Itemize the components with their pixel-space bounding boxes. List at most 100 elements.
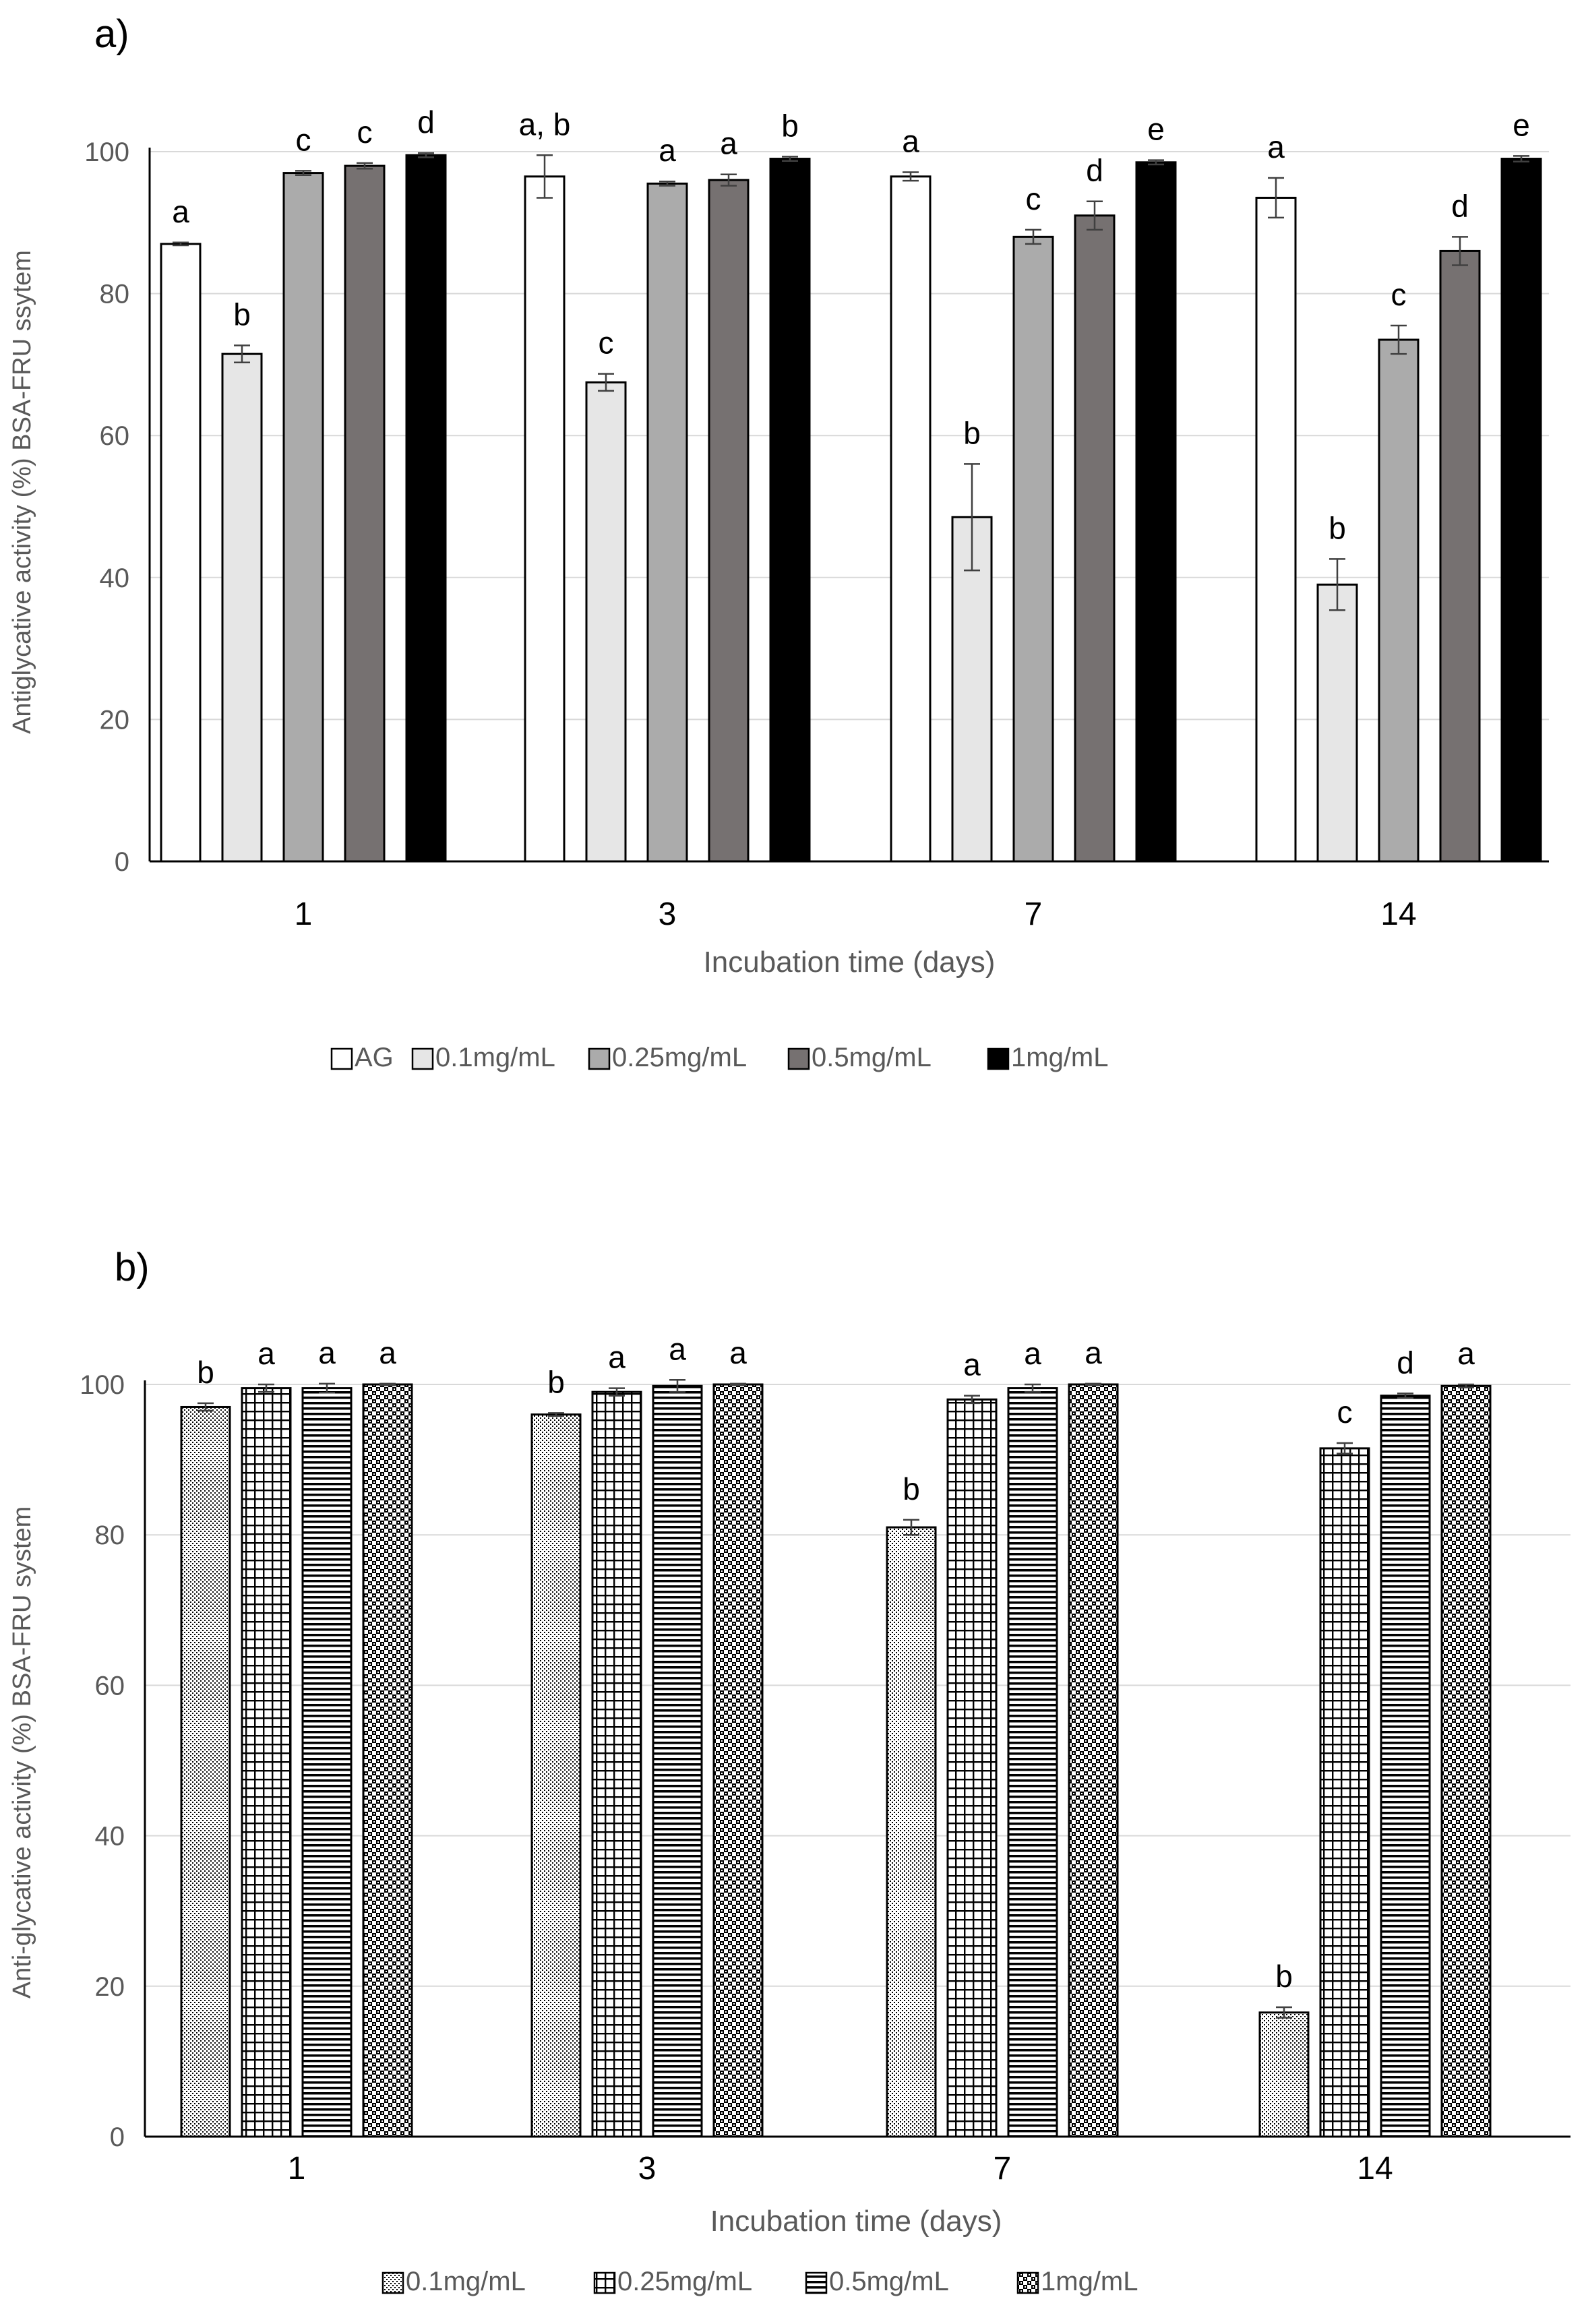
significance-letter: a — [172, 194, 189, 229]
legend-label: 0.5mg/mL — [829, 2267, 949, 2296]
bar — [1439, 249, 1481, 863]
bar — [1255, 196, 1297, 863]
significance-letter: a — [318, 1335, 336, 1370]
legend-swatch — [411, 1047, 434, 1070]
significance-letter: e — [1513, 107, 1530, 142]
significance-letter: d — [1397, 1345, 1414, 1380]
bar — [301, 1387, 353, 2138]
bar — [712, 1383, 764, 2138]
legend-label: 0.25mg/mL — [612, 1043, 747, 1072]
legend-label: 0.25mg/mL — [617, 2267, 752, 2296]
bar — [769, 158, 811, 863]
legend: 0.1mg/mL 0.25mg/mL 0.5mg/mL 1mg/mL — [382, 2267, 1138, 2296]
significance-letter: a — [963, 1347, 981, 1382]
bar — [1074, 214, 1116, 863]
bar — [886, 1526, 937, 2138]
legend-swatch — [787, 1047, 810, 1070]
legend-label: 1mg/mL — [1011, 1043, 1109, 1072]
bar — [1319, 1447, 1370, 2138]
significance-letter: a — [669, 1331, 686, 1366]
bar — [160, 243, 202, 863]
x-tick-label: 7 — [1025, 896, 1043, 932]
y-tick-label: 40 — [95, 1822, 125, 1852]
x-tick-label: 14 — [1380, 896, 1416, 932]
x-tick-label: 1 — [295, 896, 313, 932]
y-tick-label: 20 — [100, 705, 130, 735]
legend-swatch — [588, 1047, 611, 1070]
bar — [524, 175, 566, 863]
bar — [1380, 1395, 1431, 2138]
significance-letter: a — [902, 124, 919, 159]
y-tick-label: 60 — [95, 1671, 125, 1701]
y-tick-label: 60 — [100, 421, 130, 451]
significance-letter: b — [781, 108, 799, 143]
bar — [1258, 2011, 1310, 2138]
significance-letter: b — [547, 1364, 565, 1399]
bar — [1378, 338, 1420, 863]
significance-letter: b — [197, 1355, 214, 1390]
panel-label: b) — [115, 1246, 150, 1289]
legend-label: AG — [355, 1043, 394, 1072]
significance-letter: a — [659, 133, 676, 168]
y-axis-label: Anti-glycative activity (%) BSA-FRU syst… — [8, 1506, 36, 1999]
significance-letter: b — [1329, 510, 1346, 545]
bar — [946, 1398, 998, 2138]
significance-letter: b — [963, 415, 981, 450]
legend-label: 0.1mg/mL — [406, 2267, 526, 2296]
bar — [951, 516, 993, 863]
bar — [652, 1384, 703, 2138]
legend-label: 0.5mg/mL — [812, 1043, 932, 1072]
significance-letter: a — [720, 126, 737, 161]
significance-letter: a, b — [519, 106, 571, 142]
x-tick-label: 14 — [1357, 2151, 1393, 2187]
significance-letter: a — [379, 1335, 396, 1370]
legend-label: 0.1mg/mL — [435, 1043, 555, 1072]
significance-letter: c — [357, 115, 373, 150]
bar — [282, 172, 324, 863]
bar — [1135, 161, 1177, 863]
y-tick-label: 100 — [84, 137, 129, 167]
significance-letter: b — [1275, 1959, 1293, 1994]
panel-label: a) — [94, 12, 129, 56]
bar — [530, 1413, 582, 2138]
significance-letter: d — [1086, 153, 1103, 188]
bar — [221, 353, 263, 863]
significance-letter: a — [729, 1335, 747, 1370]
x-tick-label: 7 — [994, 2151, 1012, 2187]
legend-label: 1mg/mL — [1041, 2267, 1138, 2296]
legend-swatch — [593, 2271, 616, 2294]
legend-swatch — [330, 1047, 353, 1070]
significance-letter: a — [257, 1336, 275, 1371]
x-tick-label: 1 — [288, 2151, 306, 2187]
legend: AG 0.1mg/mL 0.25mg/mL 0.5mg/mL 1mg/mL — [330, 1043, 1109, 1072]
significance-letter: c — [599, 326, 614, 361]
significance-letter: e — [1147, 112, 1165, 147]
legend-swatch — [987, 1047, 1010, 1070]
legend-swatch — [382, 2271, 404, 2294]
significance-letter: d — [417, 104, 435, 140]
x-axis-label: Incubation time (days) — [710, 2205, 1002, 2238]
y-tick-label: 0 — [115, 847, 129, 877]
bar — [591, 1390, 642, 2138]
chart-panel-b: b) 0 20 40 60 80 100 b b b b a a a c a a a d a a a a 1 3 7 14 A… — [8, 1246, 1570, 2296]
significance-letter: d — [1451, 188, 1469, 223]
significance-letter: a — [1457, 1336, 1475, 1371]
bar — [1500, 158, 1542, 863]
bar — [344, 164, 386, 863]
bar — [405, 154, 447, 863]
x-tick-label: 3 — [659, 896, 677, 932]
y-tick-label: 100 — [80, 1370, 125, 1400]
bar — [1316, 583, 1358, 863]
bar — [180, 1405, 231, 2138]
legend-swatch — [805, 2271, 828, 2294]
x-tick-label: 3 — [638, 2151, 657, 2187]
significance-letter: c — [1337, 1395, 1353, 1430]
y-axis-label: Antiglycative activity (%) BSA-FRU ssyte… — [8, 250, 36, 734]
bar — [585, 381, 627, 863]
bar — [241, 1387, 292, 2138]
y-tick-label: 0 — [110, 2122, 125, 2152]
significance-letter: c — [296, 122, 311, 157]
significance-letter: a — [1267, 129, 1285, 164]
